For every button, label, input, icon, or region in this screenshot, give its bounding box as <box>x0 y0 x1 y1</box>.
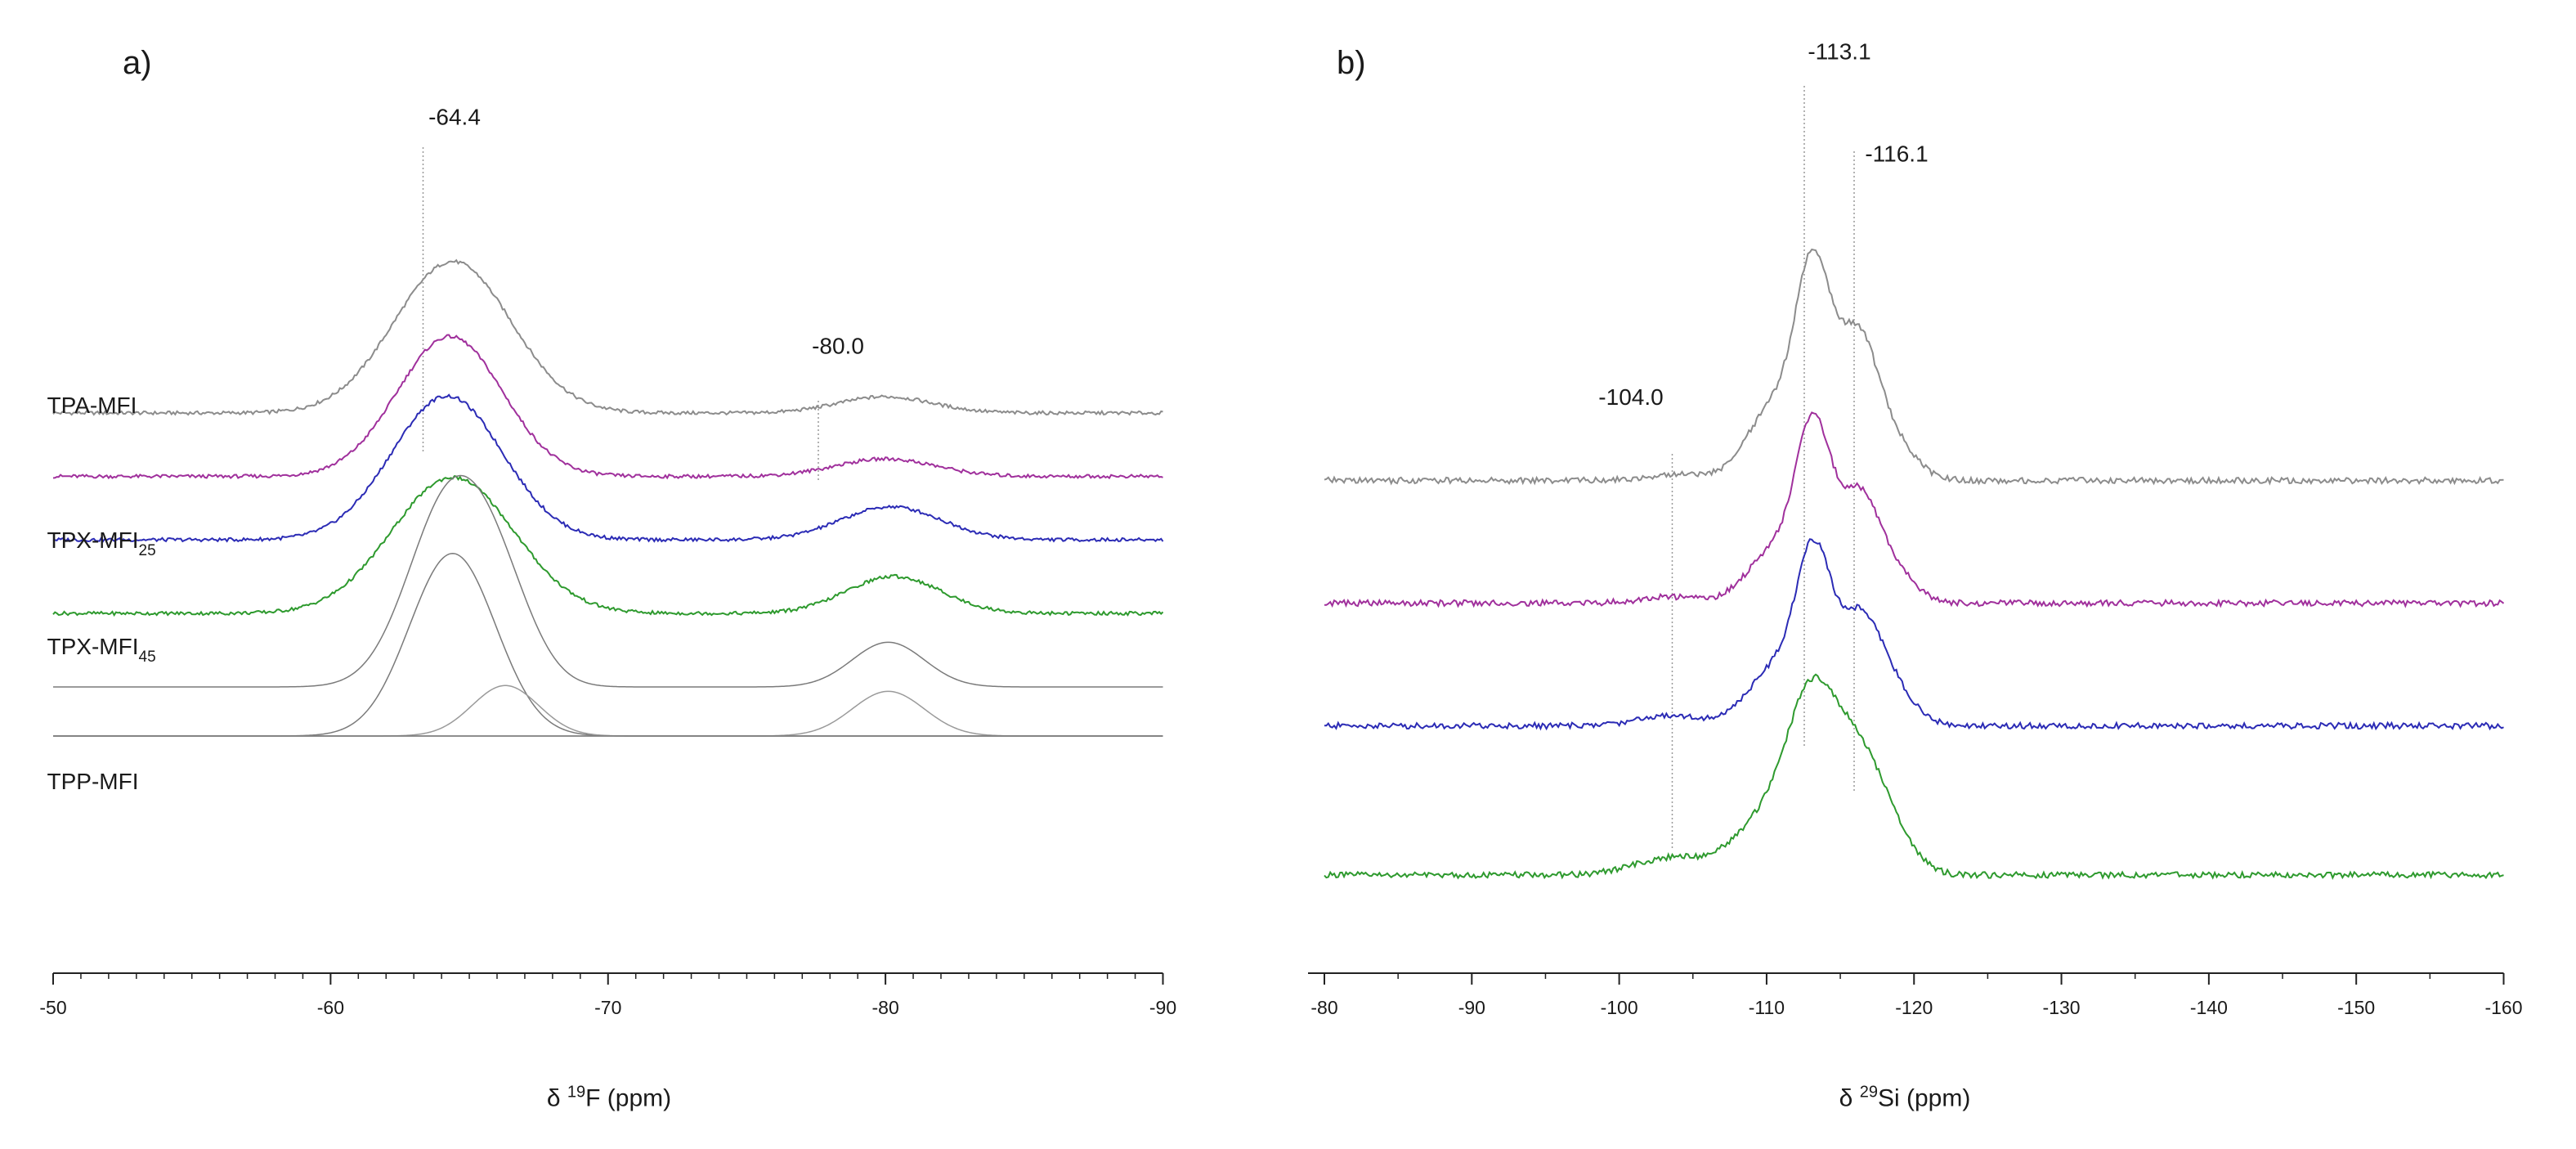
fit-a-3 <box>53 690 1163 737</box>
annotation-b-2: -116.1 <box>1865 141 1928 167</box>
trace-label-tpx-mfi45-a: TPX-MFI45 <box>47 634 156 666</box>
x-tick-label-a--90: -90 <box>1149 997 1176 1018</box>
x-tick-label-b--100: -100 <box>1601 997 1638 1018</box>
trace-label-tpa-mfi-a: TPA-MFI <box>47 393 137 418</box>
annotation-a-2: -80.0 <box>812 334 864 359</box>
trace-b-TPP-MFI <box>1324 673 2504 881</box>
x-axis-title-b: δ 29Si (ppm) <box>1839 1084 1971 1112</box>
x-tick-label-b--160: -160 <box>2484 997 2522 1018</box>
x-tick-label-b--150: -150 <box>2337 997 2375 1018</box>
x-axis-title-a: δ 19F (ppm) <box>547 1084 671 1112</box>
trace-a-TPX-MFI45 <box>52 393 1164 543</box>
panel-a-label: a) <box>123 45 152 81</box>
fit-a-0 <box>53 474 1163 688</box>
trace-b-TPX-MFI45 <box>1324 538 2504 731</box>
x-tick-label-a--70: -70 <box>594 997 621 1018</box>
x-tick-label-b--80: -80 <box>1310 997 1337 1018</box>
trace-b-TPA-MFI <box>1324 248 2504 486</box>
annotation-a-1: -64.4 <box>428 105 481 130</box>
x-tick-label-b--120: -120 <box>1895 997 1933 1018</box>
x-tick-label-b--90: -90 <box>1458 997 1485 1018</box>
fit-a-2 <box>53 684 1163 737</box>
trace-a-TPA-MFI <box>52 258 1163 416</box>
panel-b-label: b) <box>1337 45 1366 81</box>
x-tick-label-a--80: -80 <box>872 997 899 1018</box>
panel-a: a) -64.4 -80.0 TPA-MFI TPX-MFI25 TPX-MFI… <box>39 45 1176 1112</box>
x-tick-label-b--130: -130 <box>2043 997 2081 1018</box>
trace-label-tpx-mfi25-a: TPX-MFI25 <box>47 527 156 559</box>
x-tick-label-b--140: -140 <box>2190 997 2228 1018</box>
trace-a-TPP-MFI <box>52 474 1164 617</box>
trace-a-TPX-MFI25 <box>52 334 1163 480</box>
panel-b: b) -113.1 -116.1 -104.0 -80 -90 -100 -110 -1… <box>1308 39 2523 1112</box>
trace-b-TPX-MFI25 <box>1324 411 2505 608</box>
annotation-b-1: -113.1 <box>1808 39 1870 65</box>
trace-label-tpp-mfi-a: TPP-MFI <box>47 769 139 794</box>
x-tick-label-b--110: -110 <box>1749 997 1785 1018</box>
fit-a-1 <box>53 552 1163 737</box>
annotation-b-3: -104.0 <box>1598 384 1663 410</box>
x-tick-label-a--60: -60 <box>317 997 344 1018</box>
x-tick-label-a--50: -50 <box>39 997 66 1018</box>
